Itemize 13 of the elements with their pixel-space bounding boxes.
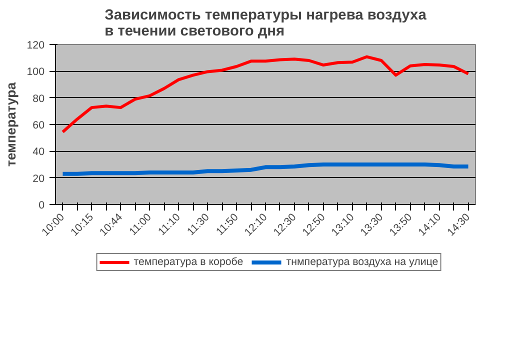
y-tick-label: 80 — [32, 92, 45, 105]
y-tick-label: 20 — [32, 172, 45, 185]
line-series — [61, 55, 470, 134]
line-series — [60, 162, 470, 176]
chart-title: Зависимость температуры нагрева воздуха в течении светового дня — [104, 8, 428, 40]
y-axis-title: температура — [4, 82, 19, 167]
y-tick-label: 120 — [26, 40, 45, 52]
legend-label: тнмпература воздуха на улице — [286, 256, 438, 268]
y-tick-label: 0 — [38, 200, 45, 212]
y-tick-label: 40 — [32, 146, 45, 158]
y-tick-label: 100 — [26, 66, 45, 78]
legend-label: температура в коробе — [134, 256, 244, 268]
y-tick-label: 60 — [32, 120, 45, 132]
